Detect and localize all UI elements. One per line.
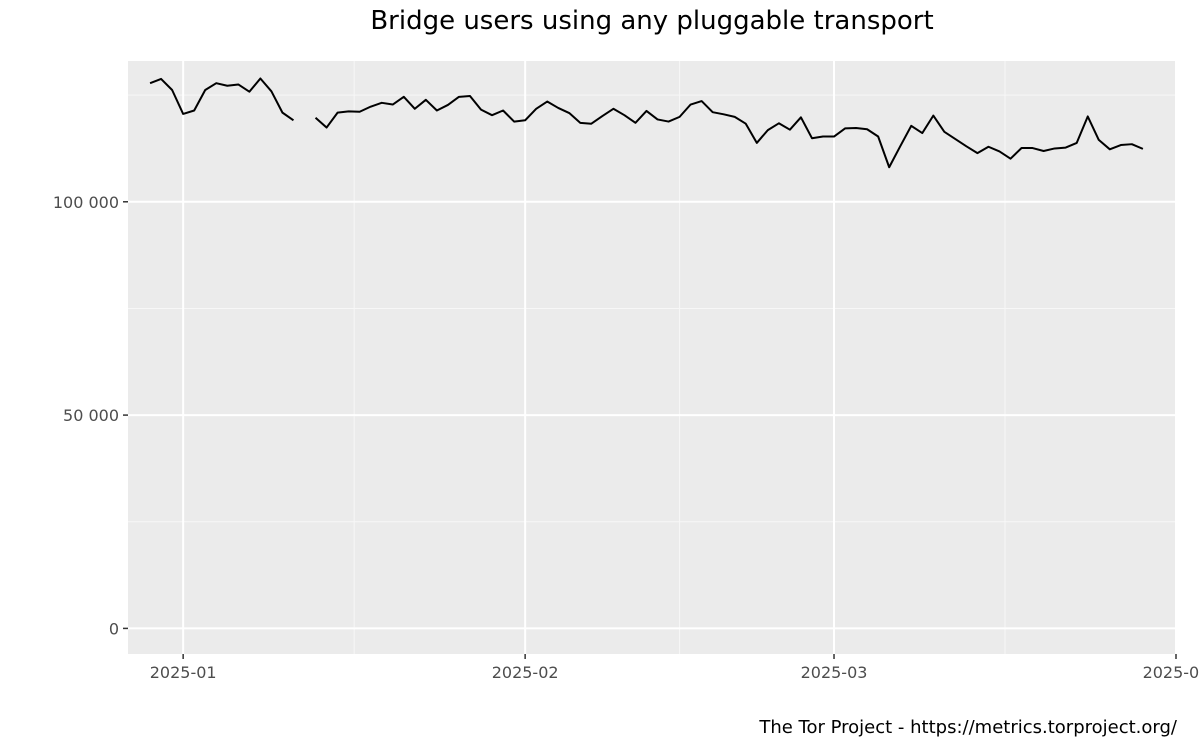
series-lines xyxy=(149,77,1144,169)
x-tick-label: 2025-01 xyxy=(150,663,217,682)
x-tick-label: 2025-03 xyxy=(801,663,868,682)
minor-gridlines xyxy=(128,61,1176,654)
x-tick-label: 2025-02 xyxy=(492,663,559,682)
major-gridlines xyxy=(128,61,1177,654)
plot-panel xyxy=(128,61,1176,654)
series-line xyxy=(314,94,1144,169)
x-axis: 2025-01 2025-02 2025-03 2025-04 xyxy=(150,654,1200,682)
y-tick-label: 50 000 xyxy=(63,406,119,425)
y-axis: 0 50 000 100 000 xyxy=(53,193,128,638)
y-tick-label: 0 xyxy=(109,619,119,638)
series-line xyxy=(149,77,295,122)
chart-caption: The Tor Project - https://metrics.torpro… xyxy=(759,717,1177,738)
chart-title: Bridge users using any pluggable transpo… xyxy=(370,6,934,36)
y-tick-label: 100 000 xyxy=(53,193,119,212)
x-tick-label: 2025-04 xyxy=(1143,663,1200,682)
